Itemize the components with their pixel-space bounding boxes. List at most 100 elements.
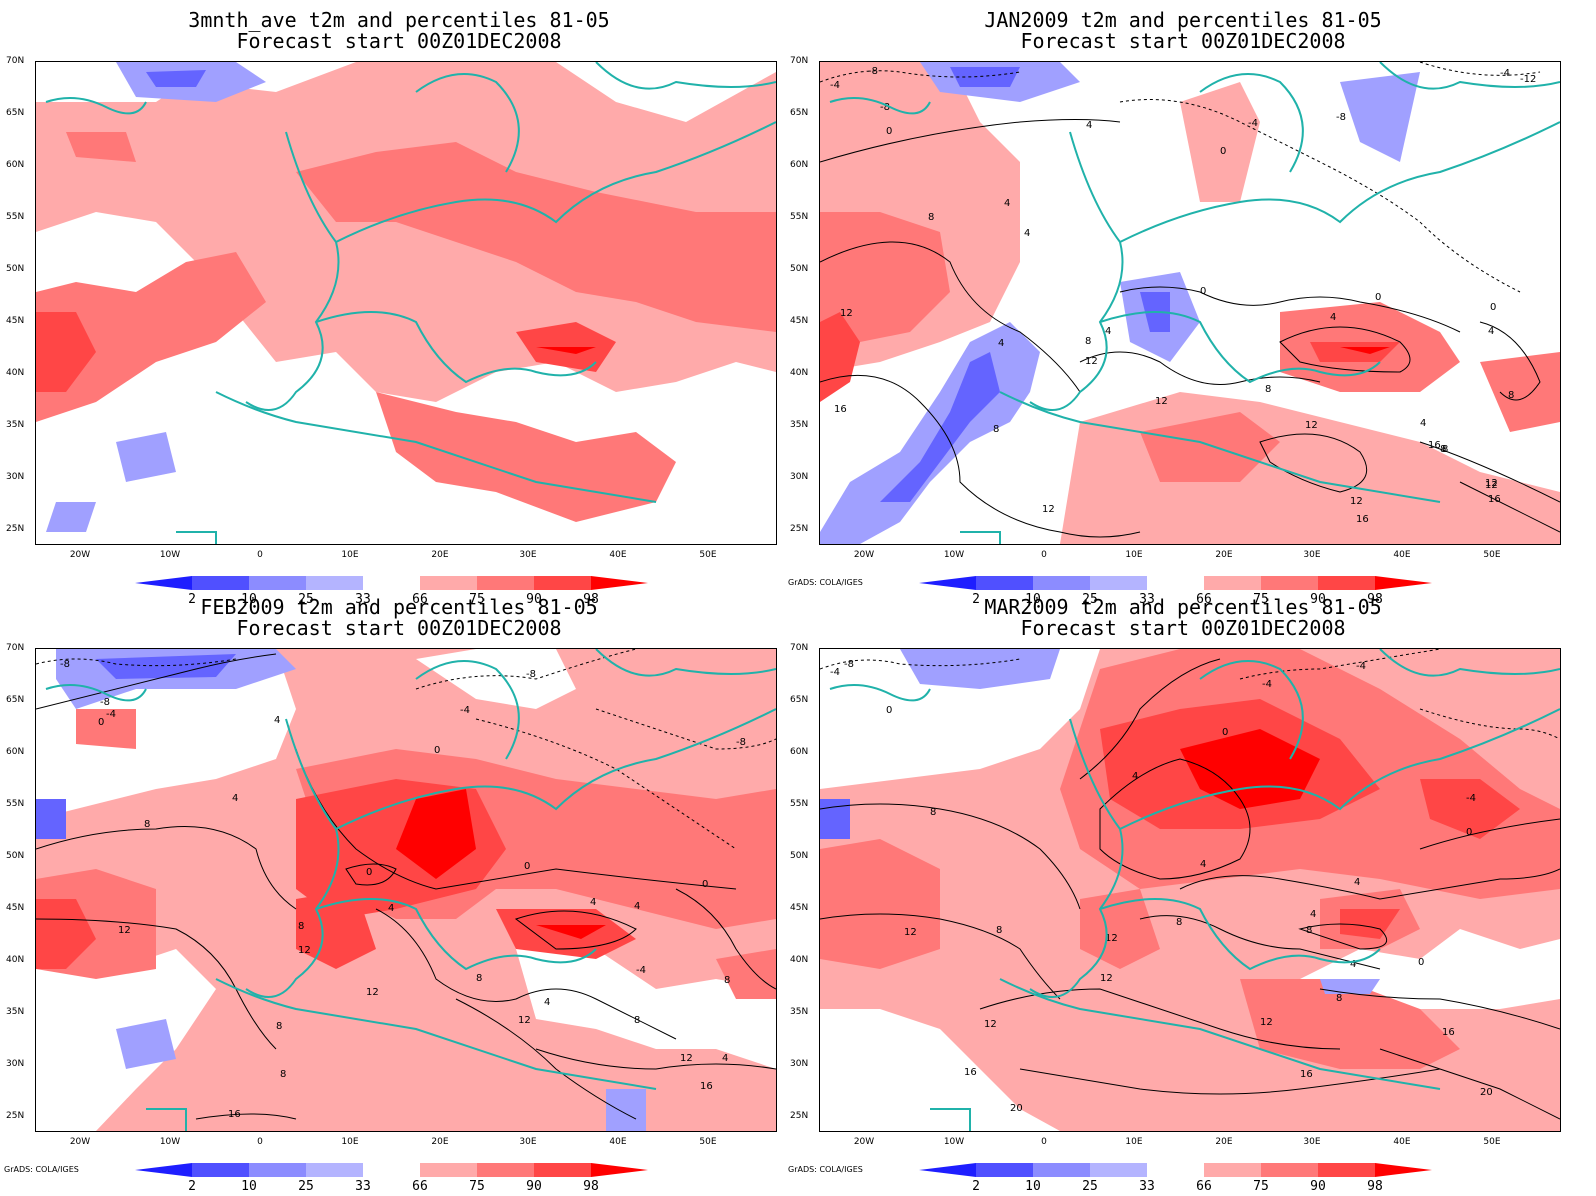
lat-label: 60N xyxy=(6,160,25,170)
contour-label: 0 xyxy=(1220,146,1226,157)
colorbar-label: 2 xyxy=(188,1179,196,1194)
contour-label: 12 xyxy=(1105,933,1118,944)
warm-anomaly-mid xyxy=(1140,412,1280,482)
colorbar-segment xyxy=(1204,576,1261,590)
colorbar-label: 90 xyxy=(526,592,542,607)
panel-title: 3mnth_ave t2m and percentiles 81-05 Fore… xyxy=(0,10,798,52)
colorbar-label: 10 xyxy=(1025,1179,1041,1194)
contour-label: 16 xyxy=(1488,494,1501,505)
contour-labels: -8 -8 -4 0 4 -8 -4 -8 0 4 8 12 0 4 8 12 xyxy=(60,659,746,1120)
contour-label: 4 xyxy=(1105,326,1111,337)
colorbar-label: 98 xyxy=(1367,592,1383,607)
contour-label: 16 xyxy=(1356,514,1369,525)
neutral-zone xyxy=(556,62,776,122)
colorbar-segment xyxy=(363,1163,420,1177)
contour-label: 12 xyxy=(680,1053,693,1064)
cold-anomaly-light xyxy=(606,1089,646,1131)
map-area: -8 -8 -4 0 4 -8 -4 -8 0 4 8 12 0 4 8 12 xyxy=(35,648,777,1132)
lat-label: 25N xyxy=(790,1111,809,1121)
colorbar-segment xyxy=(1147,1163,1204,1177)
title-line-2: Forecast start 00Z01DEC2008 xyxy=(236,616,562,640)
contour-label: 16 xyxy=(1428,440,1441,451)
panel-title: FEB2009 t2m and percentiles 81-05 Foreca… xyxy=(0,597,798,639)
colorbar-segment xyxy=(135,576,192,590)
contour-label: 0 xyxy=(1490,302,1496,313)
lon-label: 50E xyxy=(1483,1137,1501,1147)
colorbar-label: 10 xyxy=(1025,592,1041,607)
map-area: -8 -4 0 -4 -4 0 4 8 0 4 8 12 4 8 12 4 8 xyxy=(819,648,1561,1132)
map-svg: -8 -4 -8 0 4 -4 -8 -12 -4 0 4 4 8 12 0 0 xyxy=(820,62,1560,544)
lat-label: 35N xyxy=(790,420,809,430)
contour-label: -4 xyxy=(460,705,470,716)
colorbar-segment xyxy=(1318,576,1375,590)
warm-anomaly-strong xyxy=(36,312,96,392)
warm-anomaly-mid xyxy=(376,392,676,522)
contour-label: -8 xyxy=(100,697,110,708)
contour-label: -4 xyxy=(830,80,840,91)
lat-label: 70N xyxy=(790,56,809,66)
contour-label: 4 xyxy=(1086,120,1092,131)
colorbar-label: 25 xyxy=(298,592,314,607)
colorbar-label: 98 xyxy=(583,1179,599,1194)
colorbar-label: 33 xyxy=(355,1179,371,1194)
warm-anomaly-mid xyxy=(820,212,950,362)
map-svg xyxy=(36,62,776,544)
lon-label: 20W xyxy=(853,1137,875,1147)
contour-label: 16 xyxy=(228,1109,241,1120)
lat-label: 60N xyxy=(6,747,25,757)
colorbar-label: 10 xyxy=(241,1179,257,1194)
contour-label: -8 xyxy=(526,669,536,680)
lat-label: 70N xyxy=(6,643,25,653)
lat-label: 25N xyxy=(6,1111,25,1121)
lat-label: 35N xyxy=(6,1007,25,1017)
colorbar xyxy=(919,1163,1432,1177)
panel-title: JAN2009 t2m and percentiles 81-05 Foreca… xyxy=(784,10,1582,52)
contour-label: 12 xyxy=(1100,973,1113,984)
contour-label: 8 xyxy=(1508,390,1514,401)
panel-mar2009: MAR2009 t2m and percentiles 81-05 Foreca… xyxy=(784,587,1582,1194)
contour-label: 8 xyxy=(1085,336,1091,347)
colorbar-segment xyxy=(363,576,420,590)
contour-label: 20 xyxy=(1480,1087,1493,1098)
colorbar-label: 33 xyxy=(355,592,371,607)
colorbar-segment xyxy=(1375,576,1432,590)
contour-label: 8 xyxy=(280,1069,286,1080)
lon-label: 10E xyxy=(341,550,359,560)
title-line-1: JAN2009 t2m and percentiles 81-05 xyxy=(984,8,1382,32)
contour-label: 0 xyxy=(886,705,892,716)
colorbar-segment xyxy=(1033,576,1090,590)
contour-label: 8 xyxy=(1265,384,1271,395)
contour-label: 8 xyxy=(1306,925,1312,936)
contour-label: 4 xyxy=(544,997,550,1008)
lat-label: 60N xyxy=(790,160,809,170)
contour-label: 16 xyxy=(834,404,847,415)
lon-label: 10W xyxy=(943,1137,965,1147)
lat-label: 45N xyxy=(6,903,25,913)
contour-label: 12 xyxy=(1485,478,1498,489)
contour-label: 8 xyxy=(724,975,730,986)
colorbar-segment xyxy=(1147,576,1204,590)
lat-label: 25N xyxy=(6,524,25,534)
contour-label: 8 xyxy=(996,925,1002,936)
contour-label: 20 xyxy=(1010,1103,1023,1114)
contour-label: 4 xyxy=(1024,228,1030,239)
lon-label: 20W xyxy=(69,1137,91,1147)
contour-label: 4 xyxy=(388,903,394,914)
contour-label: 4 xyxy=(1330,312,1336,323)
colorbar-segment xyxy=(420,1163,477,1177)
map-area xyxy=(35,61,777,545)
colorbar-label: 2 xyxy=(972,592,980,607)
contour-label: 4 xyxy=(1310,909,1316,920)
lon-label: 20W xyxy=(69,550,91,560)
panel-feb2009: FEB2009 t2m and percentiles 81-05 Foreca… xyxy=(0,587,798,1194)
contour-label: 12 xyxy=(904,927,917,938)
contour-label: -4 xyxy=(106,709,116,720)
cold-anomaly-mid xyxy=(146,70,206,87)
lon-label: 50E xyxy=(699,1137,717,1147)
neutral-zone xyxy=(516,949,776,1069)
contour-label: 4 xyxy=(722,1053,728,1064)
warm-anomaly-mid xyxy=(820,839,940,969)
colorbar xyxy=(135,576,648,590)
coastlines xyxy=(45,62,776,544)
colorbar-label: 66 xyxy=(1196,1179,1212,1194)
